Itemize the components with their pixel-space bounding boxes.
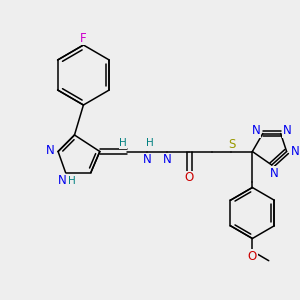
Text: N: N — [58, 174, 67, 188]
Text: N: N — [143, 153, 152, 167]
Text: S: S — [228, 137, 236, 151]
Text: N: N — [270, 167, 279, 180]
Text: N: N — [283, 124, 292, 137]
Text: H: H — [146, 138, 154, 148]
Text: N: N — [291, 145, 299, 158]
Text: N: N — [45, 143, 54, 157]
Text: O: O — [184, 171, 194, 184]
Text: F: F — [80, 32, 87, 45]
Text: H: H — [119, 138, 127, 148]
Text: H: H — [68, 176, 75, 187]
Text: O: O — [248, 250, 257, 263]
Text: N: N — [252, 124, 261, 137]
Text: N: N — [163, 153, 171, 167]
